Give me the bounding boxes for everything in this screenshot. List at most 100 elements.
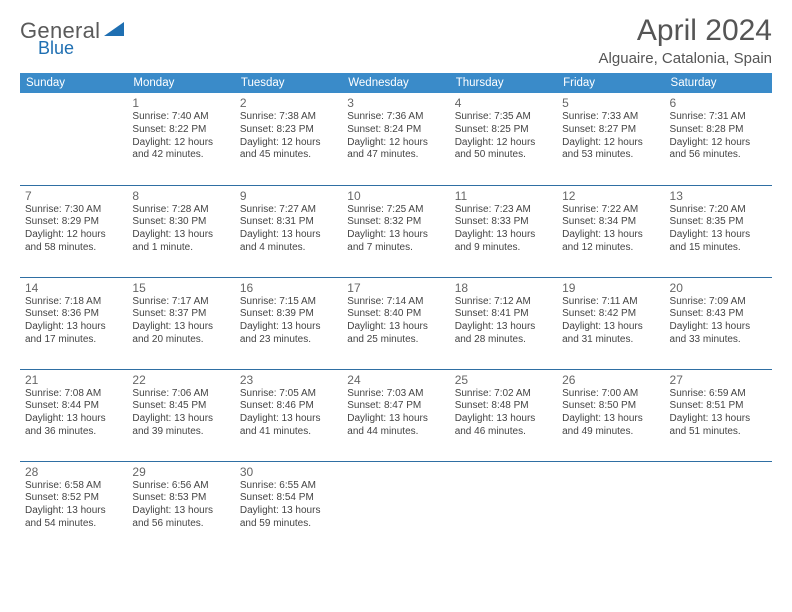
sunset-text: Sunset: 8:40 PM	[347, 308, 444, 321]
day-number: 28	[25, 465, 122, 479]
calendar-cell: 4Sunrise: 7:35 AMSunset: 8:25 PMDaylight…	[450, 93, 557, 185]
daylight-text: Daylight: 13 hours	[240, 321, 337, 334]
sunset-text: Sunset: 8:28 PM	[670, 124, 767, 137]
daylight-text: Daylight: 13 hours	[347, 321, 444, 334]
calendar-cell: 26Sunrise: 7:00 AMSunset: 8:50 PMDayligh…	[557, 369, 664, 461]
daylight-text: Daylight: 13 hours	[562, 229, 659, 242]
sunrise-text: Sunrise: 7:14 AM	[347, 296, 444, 309]
daylight-text: and 15 minutes.	[670, 242, 767, 255]
calendar-row: 7Sunrise: 7:30 AMSunset: 8:29 PM Daylight…	[20, 185, 772, 277]
daylight-text: and 58 minutes.	[25, 242, 122, 255]
sunset-text: Sunset: 8:50 PM	[562, 400, 659, 413]
sunset-text: Sunset: 8:52 PM	[25, 492, 122, 505]
calendar-cell: 24Sunrise: 7:03 AMSunset: 8:47 PMDayligh…	[342, 369, 449, 461]
calendar-cell: 3Sunrise: 7:36 AMSunset: 8:24 PMDaylight…	[342, 93, 449, 185]
daylight-text: Daylight: 13 hours	[240, 505, 337, 518]
daylight-text: and 9 minutes.	[455, 242, 552, 255]
sunset-text: Sunset: 8:37 PM	[132, 308, 229, 321]
day-number: 16	[240, 281, 337, 295]
sunrise-text: Sunrise: 6:55 AM	[240, 480, 337, 493]
weekday-header: Monday	[127, 73, 234, 93]
sunrise-text: Sunrise: 6:58 AM	[25, 480, 122, 493]
daylight-text: and 1 minute.	[132, 242, 229, 255]
sunrise-text: Sunrise: 7:03 AM	[347, 388, 444, 401]
sunrise-text: Sunrise: 7:15 AM	[240, 296, 337, 309]
sunrise-text: Sunrise: 7:20 AM	[670, 204, 767, 217]
sunrise-text: Sunrise: 7:30 AM	[25, 204, 122, 217]
calendar-cell: 12Sunrise: 7:22 AMSunset: 8:34 PMDayligh…	[557, 185, 664, 277]
daylight-text: Daylight: 13 hours	[240, 229, 337, 242]
calendar-row: 21Sunrise: 7:08 AMSunset: 8:44 PMDayligh…	[20, 369, 772, 461]
daylight-text: and 49 minutes.	[562, 426, 659, 439]
day-number: 7	[25, 189, 122, 203]
sunset-text: Sunset: 8:45 PM	[132, 400, 229, 413]
daylight-text: and 12 minutes.	[562, 242, 659, 255]
brand-text-blue: Blue	[38, 38, 74, 59]
weekday-header: Sunday	[20, 73, 127, 93]
sunset-text: Sunset: 8:54 PM	[240, 492, 337, 505]
daylight-text: Daylight: 12 hours	[240, 137, 337, 150]
weekday-header: Tuesday	[235, 73, 342, 93]
header-bar: General April 2024 Alguaire, Catalonia, …	[20, 14, 772, 67]
sunrise-text: Sunrise: 7:38 AM	[240, 111, 337, 124]
title-block: April 2024 Alguaire, Catalonia, Spain	[599, 14, 772, 67]
day-number: 25	[455, 373, 552, 387]
daylight-text: and 44 minutes.	[347, 426, 444, 439]
sunset-text: Sunset: 8:44 PM	[25, 400, 122, 413]
sunrise-text: Sunrise: 7:25 AM	[347, 204, 444, 217]
daylight-text: Daylight: 13 hours	[132, 505, 229, 518]
sunset-text: Sunset: 8:23 PM	[240, 124, 337, 137]
sunset-text: Sunset: 8:47 PM	[347, 400, 444, 413]
daylight-text: Daylight: 12 hours	[347, 137, 444, 150]
day-number: 23	[240, 373, 337, 387]
day-number: 15	[132, 281, 229, 295]
calendar-cell: 30Sunrise: 6:55 AMSunset: 8:54 PMDayligh…	[235, 461, 342, 553]
daylight-text: and 54 minutes.	[25, 518, 122, 531]
calendar-table: Sunday Monday Tuesday Wednesday Thursday…	[20, 73, 772, 553]
sunset-text: Sunset: 8:48 PM	[455, 400, 552, 413]
daylight-text: and 20 minutes.	[132, 334, 229, 347]
daylight-text: Daylight: 13 hours	[132, 413, 229, 426]
sunrise-text: Sunrise: 7:06 AM	[132, 388, 229, 401]
sunset-text: Sunset: 8:32 PM	[347, 216, 444, 229]
sunset-text: Sunset: 8:35 PM	[670, 216, 767, 229]
sunset-text: Sunset: 8:46 PM	[240, 400, 337, 413]
day-number: 4	[455, 96, 552, 110]
calendar-cell: 8Sunrise: 7:28 AMSunset: 8:30 PMDaylight…	[127, 185, 234, 277]
daylight-text: and 39 minutes.	[132, 426, 229, 439]
calendar-cell: 5Sunrise: 7:33 AMSunset: 8:27 PMDaylight…	[557, 93, 664, 185]
sunrise-text: Sunrise: 7:36 AM	[347, 111, 444, 124]
daylight-text: Daylight: 13 hours	[25, 505, 122, 518]
daylight-text: and 4 minutes.	[240, 242, 337, 255]
daylight-text: and 36 minutes.	[25, 426, 122, 439]
daylight-text: Daylight: 13 hours	[347, 413, 444, 426]
sunset-text: Sunset: 8:24 PM	[347, 124, 444, 137]
sunrise-text: Sunrise: 7:31 AM	[670, 111, 767, 124]
sunset-text: Sunset: 8:36 PM	[25, 308, 122, 321]
sunset-text: Sunset: 8:43 PM	[670, 308, 767, 321]
daylight-text: Daylight: 13 hours	[347, 229, 444, 242]
day-number: 24	[347, 373, 444, 387]
day-number: 26	[562, 373, 659, 387]
day-number: 3	[347, 96, 444, 110]
daylight-text: Daylight: 13 hours	[455, 321, 552, 334]
calendar-cell: 18Sunrise: 7:12 AMSunset: 8:41 PMDayligh…	[450, 277, 557, 369]
sunset-text: Sunset: 8:25 PM	[455, 124, 552, 137]
daylight-text: and 31 minutes.	[562, 334, 659, 347]
daylight-text: and 25 minutes.	[347, 334, 444, 347]
weekday-header: Wednesday	[342, 73, 449, 93]
daylight-text: Daylight: 13 hours	[455, 413, 552, 426]
weekday-header: Thursday	[450, 73, 557, 93]
daylight-text: and 46 minutes.	[455, 426, 552, 439]
calendar-cell: 27Sunrise: 6:59 AMSunset: 8:51 PMDayligh…	[665, 369, 772, 461]
daylight-text: and 50 minutes.	[455, 149, 552, 162]
sunrise-text: Sunrise: 7:12 AM	[455, 296, 552, 309]
sunset-text: Sunset: 8:27 PM	[562, 124, 659, 137]
day-number: 11	[455, 189, 552, 203]
day-number: 12	[562, 189, 659, 203]
sunrise-text: Sunrise: 7:27 AM	[240, 204, 337, 217]
day-number: 13	[670, 189, 767, 203]
sunset-text: Sunset: 8:29 PM	[25, 216, 122, 229]
day-number: 9	[240, 189, 337, 203]
daylight-text: Daylight: 13 hours	[670, 321, 767, 334]
